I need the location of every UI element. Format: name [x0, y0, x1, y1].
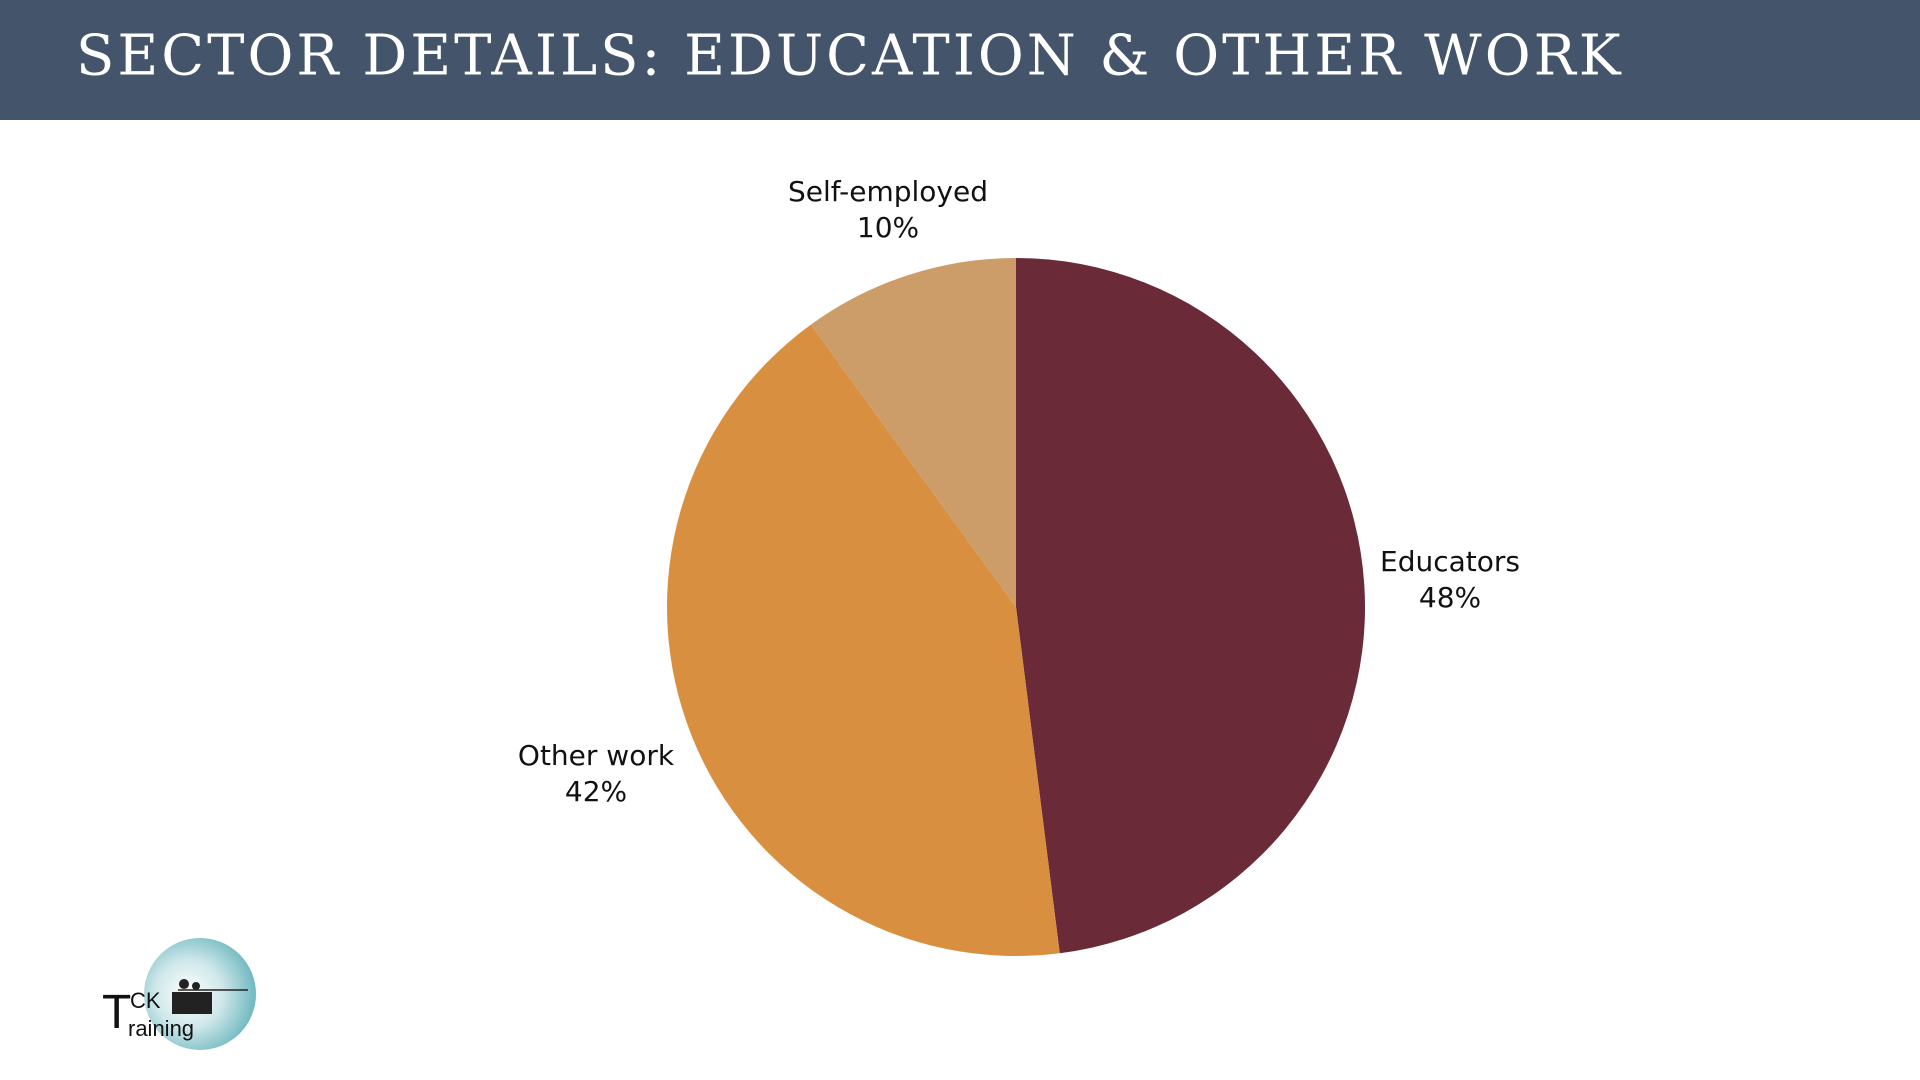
logo-figure: [192, 982, 200, 990]
chart-title: SECTOR DETAILS: EDUCATION & OTHER WORK: [76, 24, 1624, 89]
pie-slice: [666, 324, 1060, 957]
header-bar: [0, 0, 1920, 120]
slice-label: Self-employed: [788, 175, 988, 208]
logo-text: raining: [128, 1016, 194, 1041]
slice-value-label: 48%: [1419, 581, 1481, 614]
slice-value-label: 10%: [857, 211, 919, 244]
logo-text: CK: [130, 988, 161, 1013]
logo-letter: T: [102, 986, 131, 1039]
pie-slice: [810, 258, 1016, 607]
slice-value-label: 42%: [565, 775, 627, 808]
slice-label: Other work: [518, 739, 675, 772]
logo: T CK raining: [102, 938, 256, 1050]
logo-figure: [179, 979, 189, 989]
pie-slice: [1016, 258, 1366, 954]
logo-figures: [172, 992, 212, 1014]
slice-label: Educators: [1380, 545, 1520, 578]
